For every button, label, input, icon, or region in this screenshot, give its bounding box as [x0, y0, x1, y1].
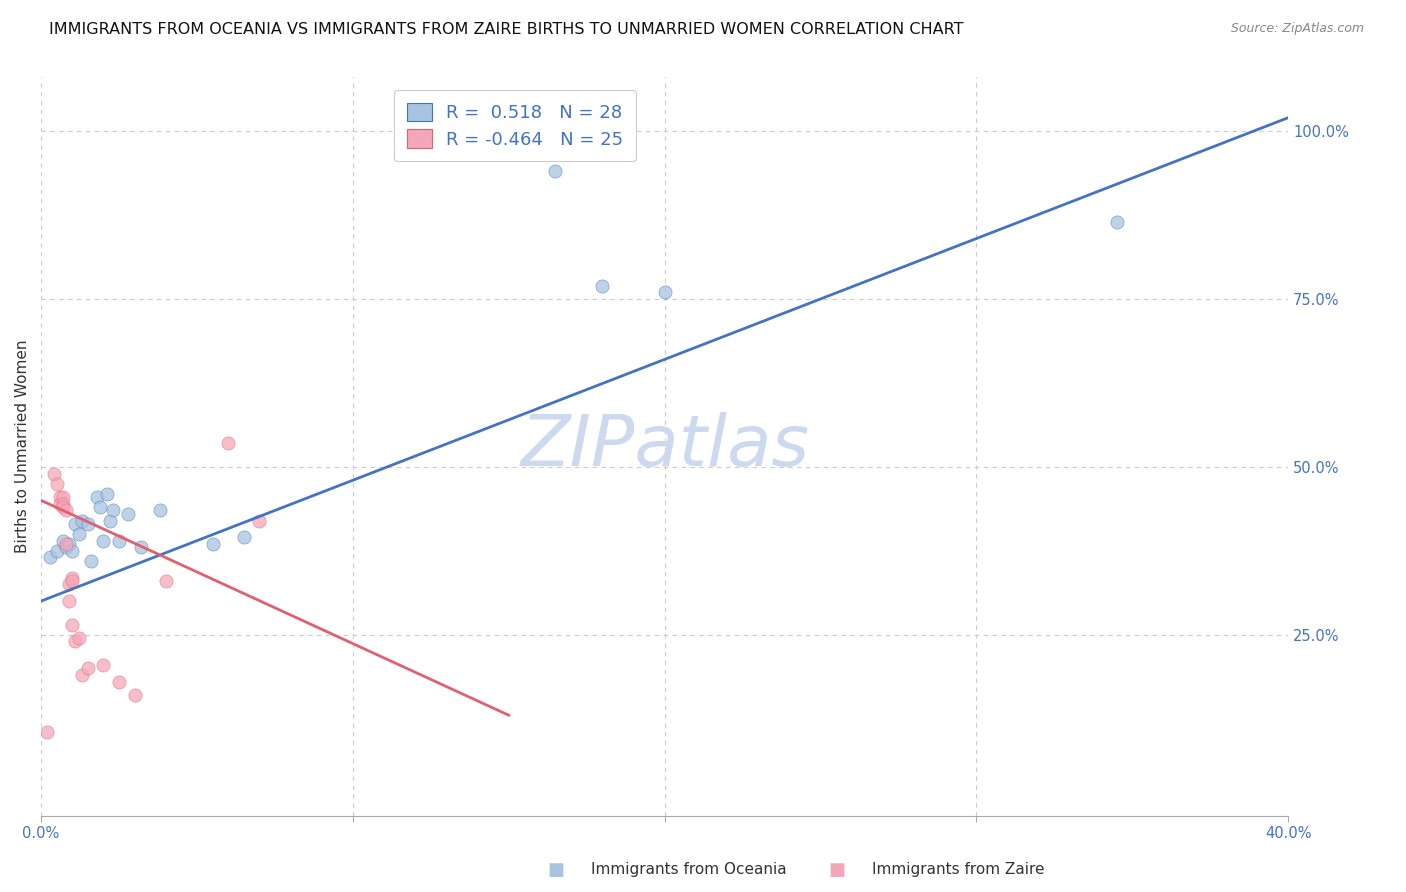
Text: Immigrants from Oceania: Immigrants from Oceania	[591, 863, 786, 877]
Point	[124, 688, 146, 702]
Point	[60, 617, 83, 632]
Point	[108, 674, 131, 689]
Point	[70, 668, 93, 682]
Point	[591, 278, 613, 293]
Point	[108, 533, 131, 548]
Point	[155, 574, 177, 588]
Point	[60, 574, 83, 588]
Point	[247, 514, 270, 528]
Point	[76, 516, 98, 531]
Text: IMMIGRANTS FROM OCEANIA VS IMMIGRANTS FROM ZAIRE BIRTHS TO UNMARRIED WOMEN CORRE: IMMIGRANTS FROM OCEANIA VS IMMIGRANTS FR…	[49, 22, 963, 37]
Point	[58, 594, 80, 608]
Point	[86, 490, 108, 504]
Point	[52, 500, 75, 514]
Point	[98, 514, 121, 528]
Point	[80, 554, 103, 568]
Point	[49, 490, 72, 504]
Point	[39, 550, 62, 565]
Point	[55, 503, 77, 517]
Y-axis label: Births to Unmarried Women: Births to Unmarried Women	[15, 340, 30, 553]
Point	[67, 527, 90, 541]
Text: ■: ■	[547, 861, 564, 879]
Point	[89, 500, 111, 514]
Point	[232, 530, 254, 544]
Point	[58, 537, 80, 551]
Point	[67, 631, 90, 645]
Point	[60, 543, 83, 558]
Point	[1105, 215, 1128, 229]
Point	[52, 533, 75, 548]
Text: Source: ZipAtlas.com: Source: ZipAtlas.com	[1230, 22, 1364, 36]
Point	[93, 533, 115, 548]
Point	[217, 436, 239, 450]
Point	[76, 661, 98, 675]
Point	[55, 537, 77, 551]
Legend: R =  0.518   N = 28, R = -0.464   N = 25: R = 0.518 N = 28, R = -0.464 N = 25	[394, 90, 636, 161]
Point	[129, 541, 152, 555]
Point	[70, 514, 93, 528]
Text: Immigrants from Zaire: Immigrants from Zaire	[872, 863, 1045, 877]
Point	[37, 725, 59, 739]
Point	[49, 497, 72, 511]
Text: ZIPatlas: ZIPatlas	[520, 412, 808, 481]
Point	[117, 507, 139, 521]
Point	[148, 503, 170, 517]
Point	[45, 476, 67, 491]
Point	[65, 516, 87, 531]
Point	[58, 577, 80, 591]
Point	[201, 537, 224, 551]
Text: ■: ■	[828, 861, 845, 879]
Point	[96, 486, 118, 500]
Point	[45, 543, 67, 558]
Point	[513, 145, 536, 159]
Point	[52, 497, 75, 511]
Point	[65, 634, 87, 648]
Point	[52, 490, 75, 504]
Point	[544, 164, 567, 178]
Point	[101, 503, 124, 517]
Point	[654, 285, 676, 300]
Point	[42, 467, 65, 481]
Point	[55, 541, 77, 555]
Point	[93, 657, 115, 672]
Point	[60, 571, 83, 585]
